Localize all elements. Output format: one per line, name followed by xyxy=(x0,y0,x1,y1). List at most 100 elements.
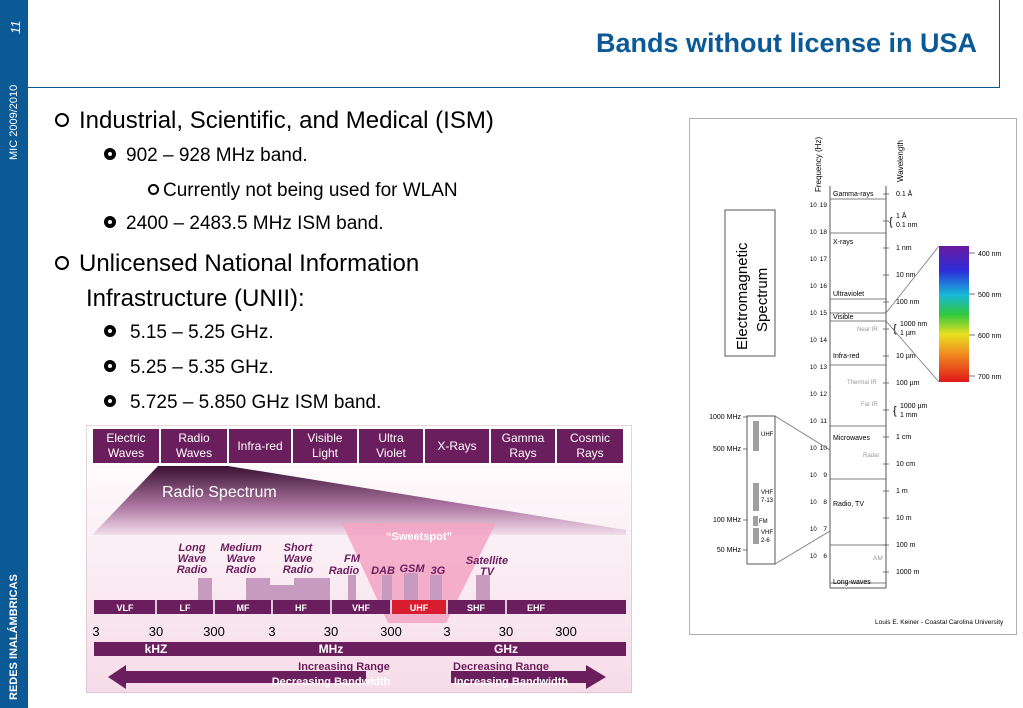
bullet-wlan: Currently not being used for WLAN xyxy=(148,180,458,202)
page-number: 11 xyxy=(8,20,23,35)
credit: Louis E. Keiner - Coastal Carolina Unive… xyxy=(875,619,1004,626)
bullet-marker xyxy=(55,256,69,270)
nm-label: 500 nm xyxy=(978,292,1002,299)
bullet-text: Currently not being used for WLAN xyxy=(163,180,458,201)
scale-tick: 300 xyxy=(203,624,225,639)
bullet-text: 5.15 – 5.25 GHz. xyxy=(130,322,274,343)
service-label: GSM xyxy=(399,563,425,575)
wavelength-label: 10 cm xyxy=(896,461,915,468)
mhz-label: 100 MHz xyxy=(713,517,742,524)
right-arrow xyxy=(451,665,606,689)
bullet-text: 902 – 928 MHz band. xyxy=(126,145,308,166)
band-name: VHF xyxy=(352,603,371,613)
unit-label: GHz xyxy=(494,642,518,656)
band-label-small: FM xyxy=(759,519,768,525)
wavelength-label: 1 nm xyxy=(896,245,912,252)
svg-text:10: 10 xyxy=(810,257,817,263)
slide-title: Bands without license in USA xyxy=(595,28,977,58)
band-label: Gamma xyxy=(502,431,545,445)
svg-text:{: { xyxy=(889,216,893,228)
wavelength-label: 10 m xyxy=(896,515,912,522)
band-label: X-Rays xyxy=(437,439,476,453)
frequency-header: Frequency (Hz) xyxy=(814,137,823,192)
subject-label: REDES INALÁMBRICAS xyxy=(8,574,20,700)
service-label: Radio xyxy=(226,564,257,576)
band-name: EHF xyxy=(527,603,546,613)
region-label: Gamma-rays xyxy=(833,191,874,198)
service-label: Wave xyxy=(227,553,256,565)
arrow-label: Decreasing Bandwidth xyxy=(272,676,391,688)
scale-tick: 3 xyxy=(92,624,99,639)
service-label: TV xyxy=(480,566,496,578)
bullet-marker xyxy=(104,360,116,372)
nm-label: 700 nm xyxy=(978,374,1002,381)
bullet-text: Industrial, Scientific, and Medical (ISM… xyxy=(79,107,494,134)
bullet-5725: 5.725 – 5.850 GHz ISM band. xyxy=(104,392,381,414)
freq-tick: 13 xyxy=(820,364,828,371)
top-band-cells xyxy=(91,427,625,465)
svg-text:10: 10 xyxy=(810,554,817,560)
region-label: X-rays xyxy=(833,239,854,246)
region-label: Radar xyxy=(863,453,879,459)
freq-tick: 18 xyxy=(820,229,828,236)
uhf-band xyxy=(391,600,447,614)
wavelength-label: 10 µm xyxy=(896,353,916,360)
mhz-label: 500 MHz xyxy=(713,446,742,453)
scale-tick: 30 xyxy=(324,624,338,639)
svg-text:{: { xyxy=(893,405,897,417)
freq-tick: 8 xyxy=(823,499,827,506)
band-name: LF xyxy=(180,603,191,613)
service-label: Satellite xyxy=(466,555,508,567)
scale-tick: 3 xyxy=(268,624,275,639)
svg-text:10: 10 xyxy=(810,311,817,317)
bullet-515: 5.15 – 5.25 GHz. xyxy=(104,322,274,344)
scale-tick: 300 xyxy=(380,624,402,639)
em-title-box xyxy=(724,209,776,357)
svg-text:10: 10 xyxy=(810,338,817,344)
svg-text:10: 10 xyxy=(810,527,817,533)
svg-text:10: 10 xyxy=(810,230,817,236)
band-label: Rays xyxy=(509,446,536,460)
region-label: Microwaves xyxy=(833,435,870,442)
arrow-label: Increasing Range xyxy=(298,661,390,673)
sweetspot-label: “Sweetspot” xyxy=(386,531,452,543)
wavelength-label: 10 nm xyxy=(896,272,916,279)
region-label: Radio, TV xyxy=(833,501,864,508)
band-label: Ultra xyxy=(378,431,404,445)
bullet-2400: 2400 – 2483.5 MHz ISM band. xyxy=(104,213,384,235)
band-label: Light xyxy=(312,446,339,460)
bullet-text: Infrastructure (UNII): xyxy=(86,285,305,312)
bullet-unii: Unlicensed National Information xyxy=(55,250,419,278)
wavelength-label: 0.1 Å xyxy=(896,189,913,198)
title-frame-line xyxy=(999,0,1000,88)
em-title: Spectrum xyxy=(754,268,771,332)
svg-text:{: { xyxy=(893,323,897,335)
freq-tick: 14 xyxy=(820,337,828,344)
wavelength-label: 100 nm xyxy=(896,299,920,306)
band-label: Waves xyxy=(108,446,144,460)
wavelength-label: 1 µm xyxy=(900,330,916,337)
band-label: Rays xyxy=(576,446,603,460)
band-label: Infra-red xyxy=(237,439,282,453)
freq-tick: 15 xyxy=(820,310,828,317)
wavelength-header: Wavelength xyxy=(896,140,905,182)
svg-text:10: 10 xyxy=(810,284,817,290)
bullet-marker xyxy=(104,395,116,407)
bullet-text: Unlicensed National Information xyxy=(79,250,420,277)
radio-spectrum-title: Radio Spectrum xyxy=(162,484,277,501)
freq-tick: 12 xyxy=(820,391,828,398)
wavelength-label: 1 mm xyxy=(900,412,918,419)
region-label: Long-waves xyxy=(833,579,871,586)
scale-tick: 30 xyxy=(149,624,163,639)
band-label: Waves xyxy=(176,446,212,460)
mhz-label: 50 MHz xyxy=(717,547,742,554)
bullet-525: 5.25 – 5.35 GHz. xyxy=(104,357,274,379)
band-name: UHF xyxy=(410,603,429,613)
freq-tick: 19 xyxy=(820,202,828,209)
title-divider xyxy=(28,87,1000,88)
nm-label: 600 nm xyxy=(978,333,1002,340)
service-label: Wave xyxy=(178,553,207,565)
bullet-text: 2400 – 2483.5 MHz ISM band. xyxy=(126,213,384,234)
svg-text:10: 10 xyxy=(810,365,817,371)
wavelength-label: 1 m xyxy=(896,488,908,495)
